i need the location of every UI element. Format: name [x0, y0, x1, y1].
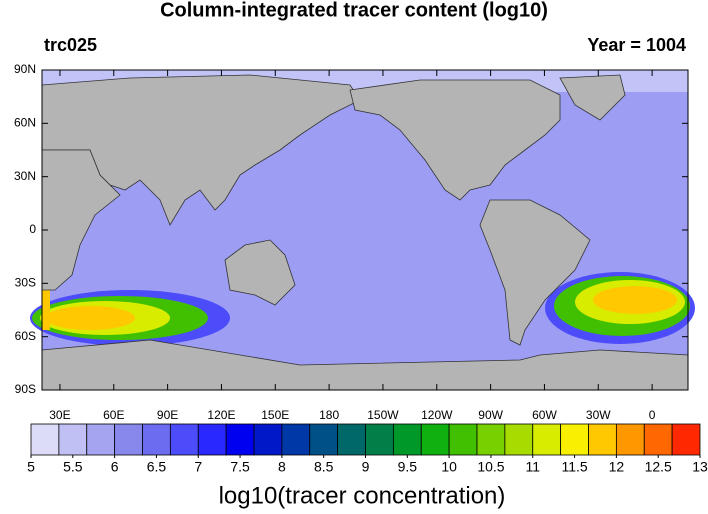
colorbar-tick-label: 8.5 — [314, 459, 334, 475]
colorbar-box — [365, 423, 394, 456]
colorbar-box — [58, 423, 88, 456]
colorbar-tick-label: 12 — [609, 459, 625, 475]
colorbar-tick-label: 7.5 — [230, 459, 250, 475]
colorbar-box — [560, 423, 589, 456]
lon-label: 60E — [103, 408, 124, 422]
lat-label: 30N — [14, 169, 36, 183]
map-area — [30, 69, 695, 391]
lon-label: 150W — [367, 408, 399, 422]
colorbar: 5 5.5 6 6.5 7 7.5 8 8.5 9 9.5 10 10.5 11 11.5 12 12.5 13 — [27, 423, 708, 475]
north-america — [349, 79, 561, 201]
colorbar-box — [169, 423, 199, 456]
colorbar-box — [309, 423, 339, 456]
colorbar-box — [86, 423, 116, 456]
colorbar-box — [643, 423, 673, 456]
title: Column-integrated tracer content (log10) — [160, 0, 548, 21]
left-label: trc025 — [44, 35, 97, 55]
lat-label: 90S — [15, 382, 36, 396]
colorbar-box — [197, 423, 227, 456]
south-america — [479, 199, 591, 346]
colorbar-tick-label: 9 — [362, 459, 370, 475]
colorbar-box — [142, 423, 171, 456]
colorbar-box — [420, 423, 450, 456]
colorbar-box — [253, 423, 283, 456]
lon-label: 30W — [586, 408, 611, 422]
lat-label: 0 — [29, 222, 36, 236]
colorbar-box — [532, 423, 562, 456]
colorbar-tick-label: 10 — [441, 459, 457, 475]
colorbar-box — [504, 423, 534, 456]
colorbar-box — [281, 423, 311, 456]
lat-label: 30S — [15, 276, 36, 290]
colorbar-box — [615, 423, 645, 456]
lon-label: 180 — [319, 408, 339, 422]
colorbar-box — [114, 423, 143, 456]
lat-label: 60S — [15, 329, 36, 343]
greenland — [559, 74, 626, 121]
colorbar-box — [476, 423, 506, 456]
lon-label: 120E — [207, 408, 235, 422]
colorbar-tick-label: 10.5 — [477, 459, 504, 475]
colorbar-tick-label: 9.5 — [398, 459, 418, 475]
axis-labels: 90N 60N 30N 0 30S 60S 90S 30E 60E 90E 120E 150E 180 1… — [14, 62, 688, 422]
colorbar-tick-label: 5 — [27, 459, 35, 475]
colorbar-tick-label: 12.5 — [645, 459, 672, 475]
tracer-patch — [42, 290, 50, 330]
colorbar-box — [671, 423, 701, 456]
lat-label: 60N — [14, 116, 36, 130]
colorbar-tick-label: 11.5 — [561, 459, 587, 475]
colorbar-tick-label: 11 — [525, 459, 540, 475]
australia — [224, 239, 296, 306]
colorbar-box — [225, 423, 255, 456]
colorbar-tick-label: 6.5 — [147, 459, 167, 475]
colorbar-box — [337, 423, 366, 456]
tracer-patch — [593, 286, 677, 314]
right-label: Year = 1004 — [587, 35, 686, 55]
tracer-patch — [45, 306, 135, 330]
lat-label: 90N — [14, 62, 36, 76]
lon-label: 90E — [157, 408, 178, 422]
lon-label: 150E — [261, 408, 289, 422]
colorbar-box — [392, 423, 422, 456]
colorbar-tick-label: 8 — [278, 459, 286, 475]
colorbar-tick-label: 13 — [692, 459, 708, 475]
colorbar-tick-label: 5.5 — [63, 459, 83, 475]
africa — [41, 149, 121, 291]
colorbar-tick-label: 7 — [194, 459, 202, 475]
colorbar-box — [588, 423, 617, 456]
lon-label: 90W — [478, 408, 503, 422]
lon-label: 120W — [421, 408, 453, 422]
lon-label: 60W — [532, 408, 557, 422]
lon-label: 0 — [649, 408, 656, 422]
lon-label: 30E — [49, 408, 70, 422]
colorbar-box — [30, 423, 60, 456]
colorbar-box — [448, 423, 478, 456]
colorbar-tick-label: 6 — [111, 459, 119, 475]
colorbar-label: log10(tracer concentration) — [219, 482, 506, 509]
